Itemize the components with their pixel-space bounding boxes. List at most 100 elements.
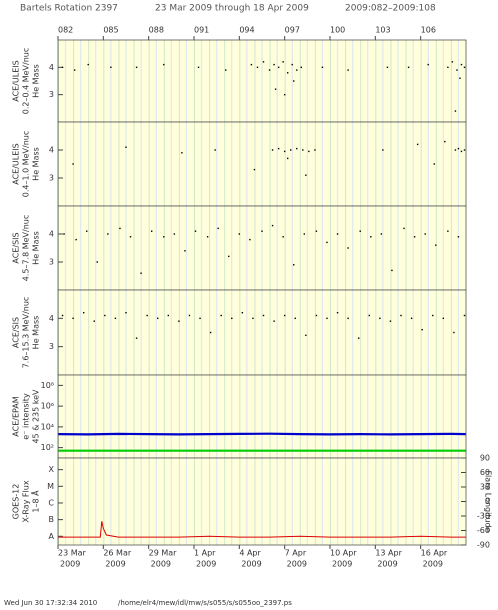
point — [453, 331, 455, 334]
y2-tick-label: -60 — [477, 526, 490, 535]
x-tick-label: 26 Mar — [103, 549, 132, 558]
point — [197, 66, 200, 69]
point — [135, 337, 138, 339]
y2-tick-label: 0 — [485, 497, 490, 506]
x-tick-sublabel: 2009 — [377, 560, 397, 569]
point — [433, 163, 435, 165]
y-axis-label: 0.2–0.4 MeV/nuc — [22, 48, 31, 115]
y-tick-label: B — [49, 515, 55, 524]
point — [277, 147, 280, 150]
point — [184, 250, 186, 252]
point — [358, 337, 360, 339]
point — [321, 66, 324, 69]
point — [326, 241, 328, 244]
y-tick-label: 3 — [49, 258, 54, 267]
point — [454, 110, 457, 112]
y2-tick-label: -90 — [477, 541, 490, 550]
y-tick-label: 4 — [49, 146, 54, 155]
x-tick-label: 13 Apr — [375, 549, 402, 558]
point — [460, 150, 463, 153]
point — [252, 317, 254, 320]
point — [146, 314, 148, 317]
point — [163, 63, 165, 66]
top-x-tick-label: 088 — [149, 26, 164, 35]
point — [61, 66, 64, 69]
point — [347, 69, 349, 71]
y-axis-label: 0.4–1.0 MeV/nuc — [22, 131, 31, 198]
y-tick-label: 4 — [49, 230, 54, 239]
point — [283, 314, 286, 317]
point — [178, 320, 180, 322]
point — [271, 149, 274, 151]
point — [305, 174, 307, 176]
point — [451, 61, 454, 63]
top-x-tick-label: 094 — [239, 26, 254, 35]
point — [206, 236, 209, 238]
point — [249, 238, 251, 241]
point — [315, 314, 318, 317]
point — [199, 317, 201, 320]
point — [140, 272, 142, 274]
y-axis-label: 4.5–7.8 MeV/nuc — [22, 215, 31, 282]
point — [271, 224, 274, 227]
point — [61, 314, 64, 317]
point — [463, 314, 466, 317]
y-tick-label: 3 — [49, 90, 54, 99]
point — [181, 152, 183, 154]
y-tick-label: X — [49, 465, 55, 474]
y-tick-label: 4 — [49, 314, 54, 323]
point — [314, 149, 316, 151]
y-axis-label: 1–8 Å — [30, 490, 41, 513]
point — [403, 227, 405, 230]
y-axis-label: e⁻ intensity — [22, 393, 31, 440]
point — [382, 149, 384, 151]
x-tick-sublabel: 2009 — [332, 560, 352, 569]
point — [125, 311, 127, 314]
point — [110, 66, 112, 69]
point — [188, 314, 191, 317]
point — [231, 317, 233, 320]
point — [286, 157, 289, 160]
point — [290, 149, 292, 151]
point — [336, 311, 339, 314]
footer-path: /home/elr4/mew/idl/mw/s/s055/s/s055oo_23… — [118, 599, 292, 607]
point — [463, 66, 466, 69]
x-tick-label: 1 Apr — [194, 549, 216, 558]
y-axis-label: ACE/ULEIS — [12, 143, 21, 184]
point — [407, 66, 410, 69]
y-axis-label: He Mass — [32, 231, 41, 265]
point — [336, 233, 339, 235]
point — [456, 69, 458, 71]
point — [250, 63, 253, 66]
y2-tick-label: 30 — [480, 483, 490, 492]
point — [86, 230, 88, 232]
x-tick-label: 29 Mar — [149, 549, 178, 558]
point — [347, 317, 349, 320]
point — [262, 61, 265, 63]
point — [293, 264, 295, 266]
y-axis-label: He Mass — [32, 316, 41, 350]
point — [435, 244, 437, 246]
x-tick-label: 23 Mar — [58, 549, 87, 558]
x-tick-label: 10 Apr — [330, 549, 357, 558]
point — [457, 236, 460, 238]
point — [391, 269, 393, 272]
point — [217, 227, 219, 230]
point — [359, 230, 361, 232]
y2-axis-label: Flare Longitude — [484, 470, 493, 532]
y-tick-label: 10² — [41, 443, 54, 452]
top-x-tick-label: 103 — [375, 26, 390, 35]
point — [379, 317, 381, 320]
title: Bartels Rotation 2397 — [20, 4, 118, 14]
series-line — [57, 432, 467, 436]
x-tick-sublabel: 2009 — [241, 560, 261, 569]
point — [460, 63, 463, 66]
point — [104, 314, 106, 317]
panel-bg — [58, 40, 466, 122]
x-tick-label: 7 Apr — [285, 549, 307, 558]
x-tick-sublabel: 2009 — [423, 560, 443, 569]
panel-bg — [58, 122, 466, 206]
point — [75, 238, 77, 241]
y-axis-label: ACE/EPAM — [12, 396, 21, 437]
point — [163, 236, 165, 238]
